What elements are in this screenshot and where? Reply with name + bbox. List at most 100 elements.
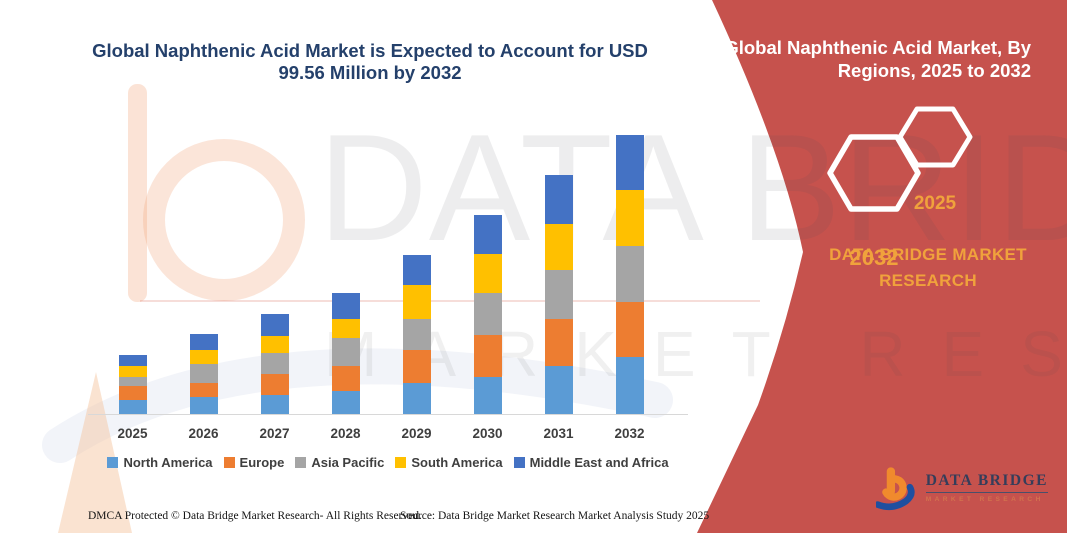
databridge-logo-icon [876, 467, 915, 511]
stacked-bar-2030 [473, 215, 502, 414]
legend-item-middle-east-and-africa: Middle East and Africa [513, 455, 669, 470]
x-axis-labels: 2025 2026 2027 2028 2029 2030 2031 2032 [97, 426, 665, 441]
x-tick-2028: 2028 [330, 426, 361, 441]
legend-label: North America [123, 455, 213, 470]
segment-2032-middle-east-and-africa [615, 135, 644, 190]
legend-swatch-icon [295, 457, 307, 468]
segment-2027-europe [260, 374, 289, 395]
segment-2031-europe [544, 318, 573, 367]
watermark-text-line2: MARKET RESEARCH [324, 318, 1067, 390]
bar-slot-2031 [523, 120, 594, 414]
segment-2030-south-america [473, 253, 502, 293]
panel-title-line1: Global Naphthenic Acid Market, By [724, 37, 1031, 58]
legend-swatch-icon [223, 457, 235, 468]
bar-slot-2032 [594, 120, 665, 414]
segment-2029-middle-east-and-africa [402, 254, 431, 285]
segment-2029-south-america [402, 284, 431, 319]
logo-name: DATA BRIDGE [925, 472, 1048, 493]
legend-label: Middle East and Africa [529, 455, 669, 470]
hexagon-badge-2025: 2025 [897, 106, 973, 214]
segment-2029-north-america [402, 383, 431, 414]
x-tick-2031: 2031 [543, 426, 574, 441]
bar-slot-2026 [168, 120, 239, 414]
legend-item-north-america: North America [107, 455, 213, 470]
segment-2025-south-america [118, 366, 147, 377]
segment-2028-asia-pacific [331, 337, 360, 366]
segment-2032-europe [615, 301, 644, 358]
hexagon-outline-icon [897, 106, 973, 168]
segment-2027-middle-east-and-africa [260, 314, 289, 336]
segment-2026-asia-pacific [189, 364, 218, 383]
segment-2030-asia-pacific [473, 292, 502, 335]
x-axis-line [88, 414, 688, 415]
segment-2029-europe [402, 349, 431, 384]
segment-2031-middle-east-and-africa [544, 174, 573, 224]
stacked-bar-2026 [189, 334, 218, 414]
stacked-bar-2032 [615, 135, 644, 414]
panel-title: Global Naphthenic Acid Market, By Region… [721, 36, 1031, 82]
segment-2026-europe [189, 382, 218, 397]
segment-2025-north-america [118, 400, 147, 414]
legend-label: Europe [239, 455, 285, 470]
segment-2032-south-america [615, 189, 644, 246]
segment-2030-middle-east-and-africa [473, 215, 502, 254]
stacked-bar-2028 [331, 293, 360, 414]
segment-2028-middle-east-and-africa [331, 293, 360, 319]
legend-swatch-icon [513, 457, 525, 468]
page-title-line1: Global Naphthenic Acid Market is Expecte… [92, 40, 648, 61]
bar-slot-2025 [97, 120, 168, 414]
page-title: Global Naphthenic Acid Market is Expecte… [75, 40, 665, 84]
legend-item-south-america: South America [395, 455, 503, 470]
segment-2027-asia-pacific [260, 353, 289, 375]
databridge-logo: DATA BRIDGE MARKET RESEARCH [876, 461, 1048, 519]
legend-swatch-icon [107, 457, 119, 468]
bar-slot-2028 [310, 120, 381, 414]
panel-brand-text: DATA BRIDGE MARKET RESEARCH [826, 242, 1030, 293]
segment-2028-south-america [331, 318, 360, 338]
footer-source: Source: Data Bridge Market Research Mark… [400, 510, 710, 522]
segment-2028-north-america [331, 390, 360, 414]
panel-title-line2: Regions, 2025 to 2032 [837, 60, 1031, 82]
legend-label: Asia Pacific [311, 455, 385, 470]
bar-slot-2029 [381, 120, 452, 414]
hexagon-badge-2032: 2032 [826, 133, 922, 270]
watermark-text-line1: DATA BRIDGE [318, 103, 1067, 273]
hexagon-outline-icon [827, 134, 921, 212]
segment-2030-north-america [473, 376, 502, 414]
chart-legend: North America Europe Asia Pacific South Ame… [88, 455, 688, 470]
segment-2032-north-america [615, 357, 644, 414]
segment-2026-north-america [189, 396, 218, 414]
page-title-line2: 99.56 Million by 2032 [278, 62, 462, 84]
segment-2031-asia-pacific [544, 269, 573, 319]
x-tick-2025: 2025 [117, 426, 148, 441]
panel-brand-line1: DATA BRIDGE MARKET [829, 245, 1027, 264]
x-tick-2027: 2027 [259, 426, 290, 441]
footer-copyright: DMCA Protected © Data Bridge Market Rese… [88, 510, 422, 522]
segment-2025-europe [118, 385, 147, 400]
panel-brand-line2: RESEARCH [879, 270, 977, 290]
hexagon-year-2032: 2032 [849, 245, 899, 270]
segment-2031-south-america [544, 223, 573, 270]
legend-item-asia-pacific: Asia Pacific [295, 455, 384, 470]
segment-2025-middle-east-and-africa [118, 355, 147, 367]
watermark-rule [140, 300, 760, 302]
bar-slot-2027 [239, 120, 310, 414]
legend-swatch-icon [395, 457, 407, 468]
legend-label: South America [411, 455, 503, 470]
segment-2026-middle-east-and-africa [189, 334, 218, 350]
segment-2026-south-america [189, 349, 218, 365]
logo-subtitle: MARKET RESEARCH [925, 496, 1044, 503]
hexagon-year-2025: 2025 [913, 193, 957, 214]
stacked-bar-2031 [544, 174, 573, 414]
segment-2025-asia-pacific [118, 376, 147, 386]
segment-2027-north-america [260, 395, 289, 414]
segment-2028-europe [331, 365, 360, 391]
segment-2031-north-america [544, 366, 573, 414]
segment-2029-asia-pacific [402, 318, 431, 350]
legend-item-europe: Europe [223, 455, 285, 470]
stacked-bar-chart [97, 120, 665, 414]
x-tick-2030: 2030 [472, 426, 503, 441]
segment-2032-asia-pacific [615, 245, 644, 302]
